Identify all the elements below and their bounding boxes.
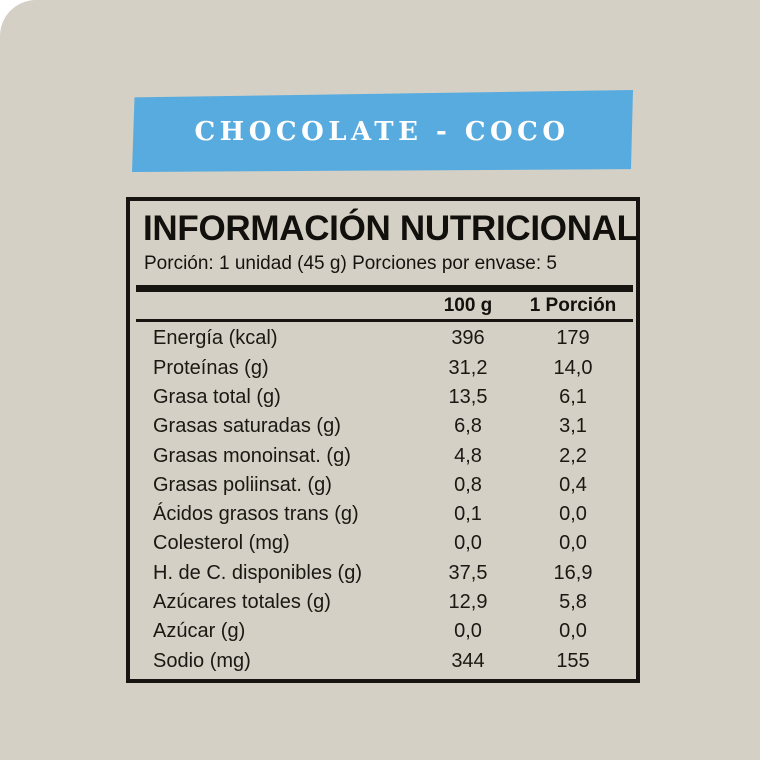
row-value-100g: 0,8 [454,473,482,496]
table-row: Energía (kcal) 396 179 [130,324,636,353]
row-value-100g: 13,5 [448,385,488,408]
row-value-portion: 14,0 [553,356,593,379]
table-row: Colesterol (mg) 0,0 0,0 [130,529,636,558]
row-label: H. de C. disponibles (g) [153,561,362,584]
row-value-portion: 0,0 [559,620,587,643]
row-value-100g: 0,1 [454,503,482,526]
row-label: Grasas saturadas (g) [153,415,341,438]
divider-thin [136,319,633,323]
row-label: Grasas monoinsat. (g) [153,444,351,467]
table-row: Grasas poliinsat. (g) 0,8 0,4 [130,471,636,500]
row-value-portion: 3,1 [559,415,587,438]
column-header-portion: 1 Porción [529,294,617,316]
row-label: Azúcar (g) [153,620,246,643]
row-value-portion: 5,8 [559,591,587,614]
divider-thick [136,285,633,293]
row-label: Azúcares totales (g) [153,591,331,614]
row-label: Proteínas (g) [153,356,269,379]
table-row: Proteínas (g) 31,2 14,0 [130,354,636,383]
row-value-portion: 0,4 [559,473,587,496]
table-row: Grasas saturadas (g) 6,8 3,1 [130,412,636,441]
row-value-portion: 0,0 [559,532,587,555]
row-label: Colesterol (mg) [153,532,290,555]
row-value-100g: 0,0 [454,620,482,643]
row-value-portion: 16,9 [553,561,593,584]
row-value-100g: 12,9 [448,591,488,614]
serving-info: Porción: 1 unidad (45 g) Porciones por e… [144,253,557,275]
row-label: Grasas poliinsat. (g) [153,473,332,496]
row-label: Ácidos grasos trans (g) [153,503,359,526]
table-row: H. de C. disponibles (g) 37,5 16,9 [130,559,636,588]
nutrition-table: Energía (kcal) 396 179 Proteínas (g) 31,… [130,324,636,676]
product-banner: CHOCOLATE - COCO [132,90,633,172]
row-value-portion: 179 [556,327,590,350]
row-value-100g: 4,8 [454,444,482,467]
row-value-portion: 6,1 [559,385,587,408]
row-value-100g: 37,5 [448,561,488,584]
table-row: Azúcar (g) 0,0 0,0 [130,617,636,646]
row-label: Grasa total (g) [153,385,281,408]
row-value-portion: 0,0 [559,503,587,526]
row-value-100g: 0,0 [454,532,482,555]
row-value-100g: 6,8 [454,415,482,438]
table-row: Grasa total (g) 13,5 6,1 [130,383,636,412]
row-value-100g: 31,2 [448,356,488,379]
row-value-100g: 344 [451,649,485,672]
nutrition-title: INFORMACIÓN NUTRICIONAL [143,209,638,248]
column-header-100g: 100 g [443,294,493,316]
row-value-portion: 155 [556,649,590,672]
row-value-portion: 2,2 [559,444,587,467]
nutrition-facts-box: INFORMACIÓN NUTRICIONAL Porción: 1 unida… [126,197,640,683]
table-row: Ácidos grasos trans (g) 0,1 0,0 [130,500,636,529]
table-row: Grasas monoinsat. (g) 4,8 2,2 [130,441,636,470]
column-header-row: 100 g 1 Porción [130,292,636,319]
row-label: Sodio (mg) [153,649,251,672]
row-label: Energía (kcal) [153,327,278,350]
row-value-100g: 396 [451,327,485,350]
table-row: Sodio (mg) 344 155 [130,647,636,676]
table-row: Azúcares totales (g) 12,9 5,8 [130,588,636,617]
product-name-label: CHOCOLATE - COCO [194,117,570,147]
